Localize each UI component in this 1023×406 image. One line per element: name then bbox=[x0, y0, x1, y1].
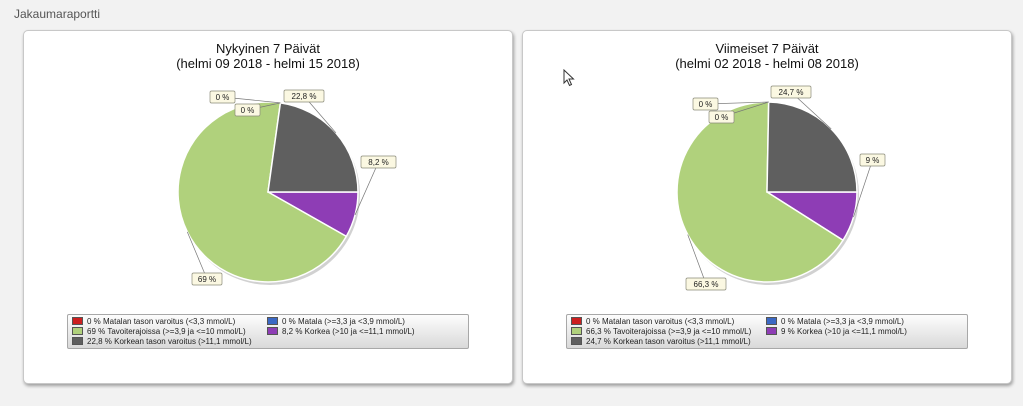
legend-item: 69 % Tavoiterajoissa (>=3,9 ja <=10 mmol… bbox=[72, 326, 246, 337]
legend-label: 0 % Matala (>=3,3 ja <3,9 mmol/L) bbox=[781, 317, 904, 326]
chart-legend: 0 % Matalan tason varoitus (<3,3 mmol/L)… bbox=[67, 314, 469, 349]
data-label: 69 % bbox=[198, 275, 216, 284]
legend-swatch bbox=[571, 316, 582, 325]
data-label: 0 % bbox=[715, 113, 729, 122]
leader-line bbox=[354, 161, 379, 216]
legend-item: 0 % Matalan tason varoitus (<3,3 mmol/L) bbox=[571, 316, 735, 327]
legend-swatch bbox=[267, 326, 278, 335]
data-label-box bbox=[692, 97, 719, 111]
legend-item: 9 % Korkea (>10 ja <=11,1 mmol/L) bbox=[766, 326, 907, 337]
data-label: 0 % bbox=[216, 93, 230, 102]
legend-label: 69 % Tavoiterajoissa (>=3,9 ja <=10 mmol… bbox=[87, 327, 246, 336]
legend-item: 0 % Matala (>=3,3 ja <3,9 mmol/L) bbox=[267, 316, 405, 327]
pie-slice bbox=[766, 101, 858, 193]
legend-swatch bbox=[72, 326, 83, 335]
legend-label: 0 % Matalan tason varoitus (<3,3 mmol/L) bbox=[586, 317, 735, 326]
chart-subtitle: (helmi 09 2018 - helmi 15 2018) bbox=[176, 56, 360, 71]
legend-label: 66,3 % Tavoiterajoissa (>=3,9 ja <=10 mm… bbox=[586, 327, 752, 336]
data-label-box bbox=[360, 155, 397, 169]
legend-label: 22,8 % Korkean tason varoitus (>11,1 mmo… bbox=[87, 337, 252, 346]
page-title: Jakaumaraportti bbox=[14, 7, 101, 21]
legend-swatch bbox=[267, 316, 278, 325]
data-label: 24,7 % bbox=[779, 88, 804, 97]
data-label-box bbox=[770, 85, 812, 99]
chart-panel-previous: Viimeiset 7 Päivät (helmi 02 2018 - helm… bbox=[522, 30, 1012, 384]
legend-label: 24,7 % Korkean tason varoitus (>11,1 mmo… bbox=[586, 337, 751, 346]
data-label: 66,3 % bbox=[694, 280, 719, 289]
legend-item: 24,7 % Korkean tason varoitus (>11,1 mmo… bbox=[571, 336, 751, 347]
legend-item: 0 % Matala (>=3,3 ja <3,9 mmol/L) bbox=[766, 316, 904, 327]
data-label: 0 % bbox=[241, 106, 255, 115]
chart-title: Viimeiset 7 Päivät bbox=[715, 41, 819, 56]
legend-item: 0 % Matalan tason varoitus (<3,3 mmol/L) bbox=[72, 316, 236, 327]
leader-line bbox=[186, 231, 208, 280]
legend-swatch bbox=[571, 326, 582, 335]
legend-item: 22,8 % Korkean tason varoitus (>11,1 mmo… bbox=[72, 336, 252, 347]
data-label-box bbox=[283, 89, 325, 103]
legend-swatch bbox=[72, 316, 83, 325]
legend-swatch bbox=[766, 326, 777, 335]
legend-label: 0 % Matalan tason varoitus (<3,3 mmol/L) bbox=[87, 317, 236, 326]
legend-label: 9 % Korkea (>10 ja <=11,1 mmol/L) bbox=[781, 327, 907, 336]
data-label: 9 % bbox=[866, 156, 880, 165]
data-label: 0 % bbox=[699, 100, 713, 109]
legend-item: 66,3 % Tavoiterajoissa (>=3,9 ja <=10 mm… bbox=[571, 326, 752, 337]
legend-swatch bbox=[571, 336, 582, 345]
data-label-box bbox=[234, 103, 261, 117]
data-label-box bbox=[859, 153, 886, 167]
legend-label: 8,2 % Korkea (>10 ja <=11,1 mmol/L) bbox=[282, 327, 415, 336]
legend-swatch bbox=[766, 316, 777, 325]
leader-line bbox=[853, 159, 873, 218]
legend-label: 0 % Matala (>=3,3 ja <3,9 mmol/L) bbox=[282, 317, 405, 326]
data-label-box bbox=[685, 277, 727, 291]
data-label-box bbox=[708, 110, 735, 124]
legend-item: 8,2 % Korkea (>10 ja <=11,1 mmol/L) bbox=[267, 326, 415, 337]
pie-chart: 0 % 0 % 69 % 8,2 % 22,8 % bbox=[177, 89, 397, 286]
chart-panel-current: Nykyinen 7 Päivät (helmi 09 2018 - helmi… bbox=[23, 30, 513, 384]
chart-subtitle: (helmi 02 2018 - helmi 08 2018) bbox=[675, 56, 859, 71]
leader-line bbox=[687, 234, 707, 285]
chart-title: Nykyinen 7 Päivät bbox=[215, 41, 321, 56]
chart-legend: 0 % Matalan tason varoitus (<3,3 mmol/L)… bbox=[566, 314, 968, 349]
legend-swatch bbox=[72, 336, 83, 345]
pie-chart: 0 %0 % 66,3 % 9 % 24,7 % bbox=[676, 85, 886, 291]
data-label-box bbox=[209, 90, 236, 104]
mouse-cursor-icon bbox=[563, 69, 575, 87]
data-label-box bbox=[191, 272, 223, 286]
data-label: 22,8 % bbox=[292, 92, 317, 101]
data-label: 8,2 % bbox=[368, 158, 388, 167]
pie-slice bbox=[267, 102, 359, 193]
